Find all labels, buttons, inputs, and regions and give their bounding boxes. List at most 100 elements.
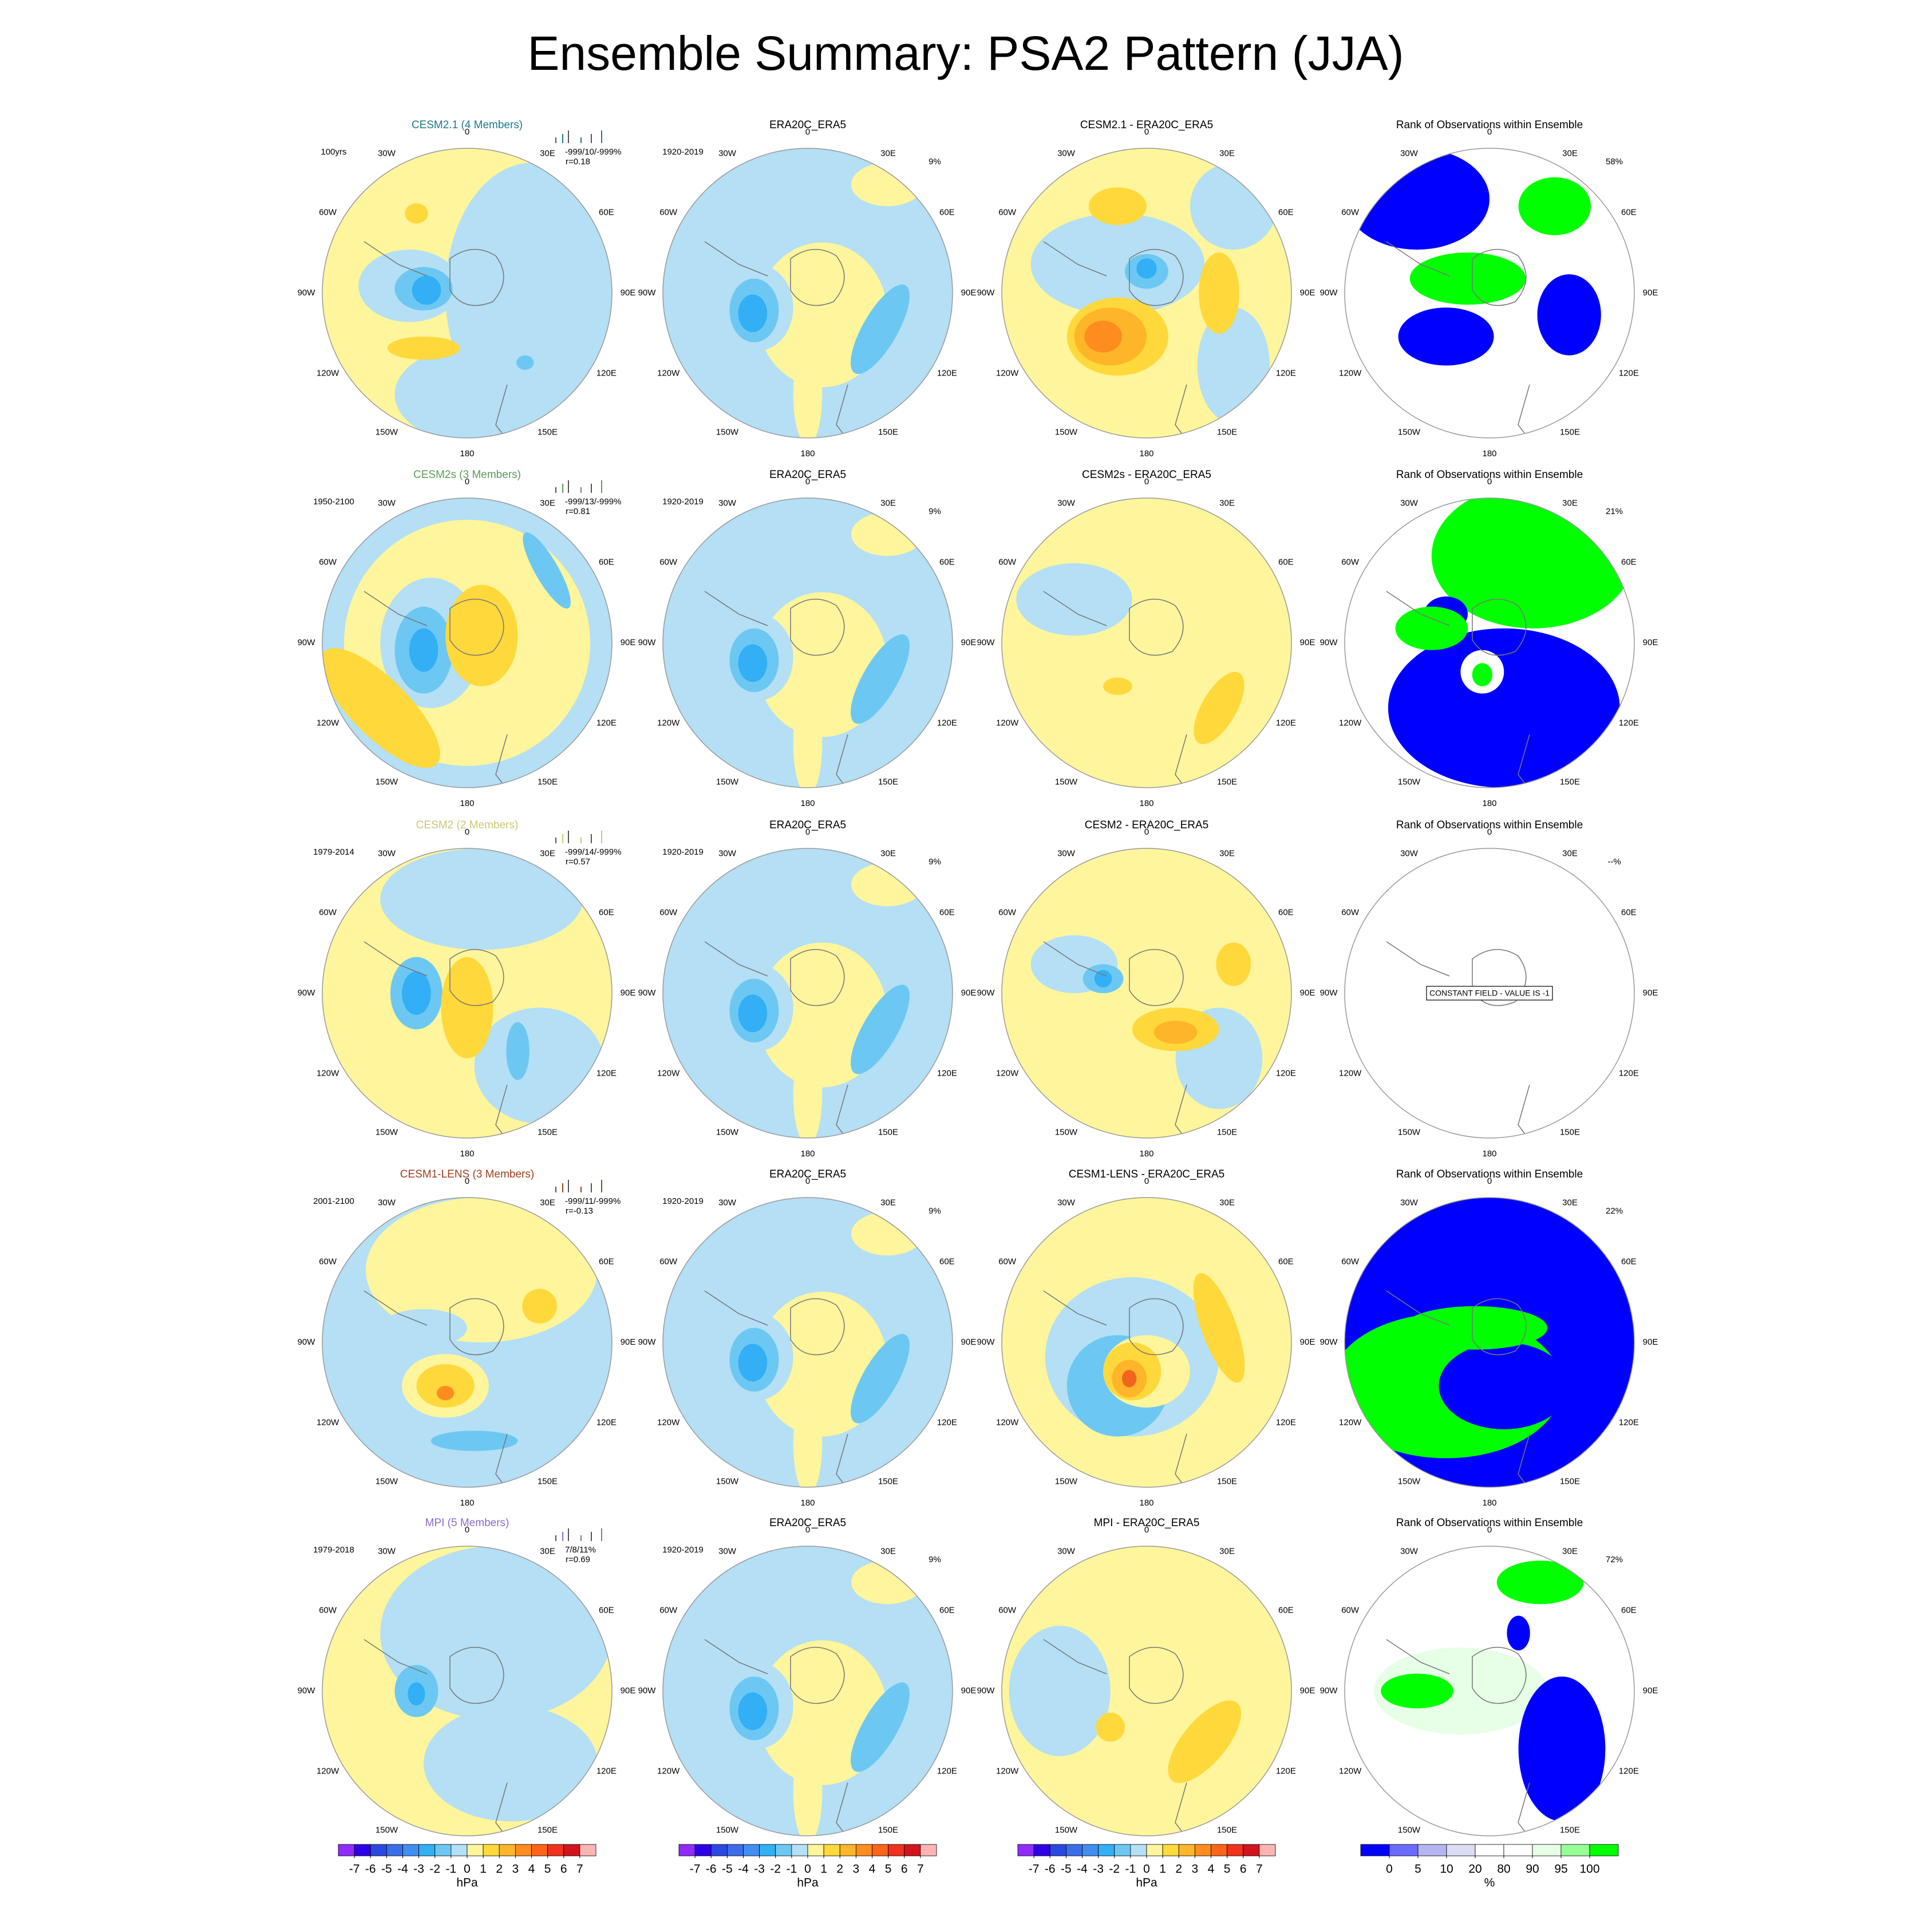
colorbar-tick-label: 5: [885, 1863, 892, 1876]
contour-region: [851, 863, 924, 907]
note: CONSTANT FIELD - VALUE IS -1: [1429, 989, 1550, 998]
longitude-label: 150W: [376, 427, 398, 437]
longitude-label: 120E: [1619, 1417, 1639, 1427]
contour-region: [793, 1741, 823, 1836]
longitude-label: 90W: [298, 638, 316, 647]
map: [322, 1546, 612, 1836]
colorbar-tick-label: -6: [1045, 1863, 1056, 1876]
colorbar-tick-label: 2: [1175, 1863, 1182, 1876]
longitude-label: 150W: [1055, 1476, 1078, 1486]
longitude-label: 120W: [1339, 1417, 1362, 1427]
map: [663, 148, 953, 438]
map-outline: [322, 1197, 613, 1488]
longitude-label: 120W: [657, 1766, 680, 1776]
colorbar-tick-label: 3: [853, 1863, 860, 1876]
contour-region: [851, 163, 924, 207]
contour-region: [793, 343, 823, 438]
longitude-label: 90E: [621, 1686, 636, 1696]
contour-region: [851, 285, 910, 374]
map-outline: [322, 148, 613, 438]
colorbar-box: [807, 1844, 824, 1856]
longitude-label: 120W: [996, 1068, 1019, 1078]
longitude-label: 60E: [939, 207, 955, 217]
coastline: [364, 1290, 508, 1486]
contour-region: [1030, 213, 1205, 315]
map: [1345, 1198, 1634, 1487]
longitude-label: 60W: [319, 557, 337, 567]
longitude-label: 60W: [659, 1605, 678, 1615]
colorbar-box: [1360, 1844, 1390, 1856]
longitude-label: 30W: [1057, 1198, 1076, 1208]
colorbar-tick-label: 5: [1415, 1863, 1421, 1876]
longitude-label: 150W: [1398, 1476, 1421, 1486]
colorbar-tick-label: 5: [544, 1863, 551, 1876]
colorbar-box: [1227, 1844, 1244, 1856]
contour-region: [851, 985, 910, 1074]
longitude-label: 150E: [878, 777, 898, 787]
colorbar-tick-label: 1: [480, 1863, 487, 1876]
longitude-label: 150E: [538, 1476, 558, 1486]
colorbar-tick-label: 3: [512, 1863, 519, 1876]
longitude-label: 120E: [1276, 1766, 1296, 1776]
longitude-label: 180: [800, 1498, 815, 1508]
map: [663, 1198, 953, 1487]
coastline: [1386, 941, 1530, 1137]
longitude-label: 120W: [657, 718, 680, 728]
colorbar-box: [678, 1844, 696, 1856]
longitude-label: 0: [1144, 827, 1149, 837]
longitude-label: 120W: [317, 1766, 339, 1776]
longitude-label: 60E: [939, 907, 955, 917]
longitude-label: 90E: [1300, 638, 1315, 647]
coastline: [704, 591, 848, 787]
contour-region: [1016, 563, 1132, 636]
colorbar-tick-label: 0: [1143, 1863, 1150, 1876]
colorbar-tick-label: -5: [381, 1863, 392, 1876]
longitude-label: 90W: [298, 1337, 316, 1347]
coastline: [1043, 591, 1187, 787]
longitude-label: 30E: [880, 1198, 896, 1208]
period: 1920-2019: [662, 847, 704, 857]
longitude-label: 60E: [939, 557, 955, 567]
pattern-percent: 9%: [929, 157, 941, 167]
contour-region: [436, 1385, 455, 1401]
longitude-label: 30E: [540, 149, 555, 159]
coastline: [364, 241, 508, 437]
map-outline: [1344, 848, 1635, 1139]
longitude-label: 90E: [961, 288, 977, 298]
panel-title: MPI - ERA20C_ERA5: [1094, 1517, 1200, 1529]
correlation: r=0.81: [566, 507, 590, 516]
longitude-label: 60W: [319, 207, 337, 217]
period: 1979-2014: [313, 847, 354, 857]
map-outline: [662, 148, 953, 438]
longitude-label: 90W: [977, 638, 995, 647]
longitude-label: 30E: [880, 499, 896, 508]
contour-region: [1496, 1560, 1584, 1605]
longitude-label: 120W: [657, 1417, 680, 1427]
longitude-label: 90E: [1643, 1337, 1658, 1347]
longitude-label: 120W: [996, 1417, 1019, 1427]
colorbar-box: [1211, 1844, 1228, 1856]
longitude-label: 180: [1139, 1498, 1153, 1508]
longitude-label: 60E: [1278, 1605, 1294, 1615]
contour-region: [380, 1309, 467, 1347]
coastline: [1043, 1290, 1187, 1486]
model-title: CESM2s (3 Members): [413, 469, 521, 481]
contour-region: [322, 648, 440, 768]
contour-region: [851, 1560, 924, 1605]
coastline: [1043, 941, 1187, 1137]
longitude-label: 150E: [1560, 1825, 1580, 1835]
colorbar-tick-label: -2: [1109, 1863, 1120, 1876]
coastline: [364, 591, 508, 787]
longitude-label: 90W: [1320, 1337, 1338, 1347]
rank-percent: --%: [1607, 857, 1621, 867]
longitude-label: 60W: [659, 557, 678, 567]
period: 2001-2100: [313, 1196, 354, 1206]
contour-region: [793, 1044, 823, 1138]
longitude-label: 180: [460, 1498, 474, 1508]
colorbar-box: [1162, 1844, 1179, 1856]
longitude-label: 30E: [1219, 1547, 1235, 1556]
contour-region: [416, 1364, 475, 1408]
longitude-label: 60W: [998, 207, 1017, 217]
coastline: [1386, 241, 1530, 437]
longitude-label: 120W: [1339, 1766, 1362, 1776]
